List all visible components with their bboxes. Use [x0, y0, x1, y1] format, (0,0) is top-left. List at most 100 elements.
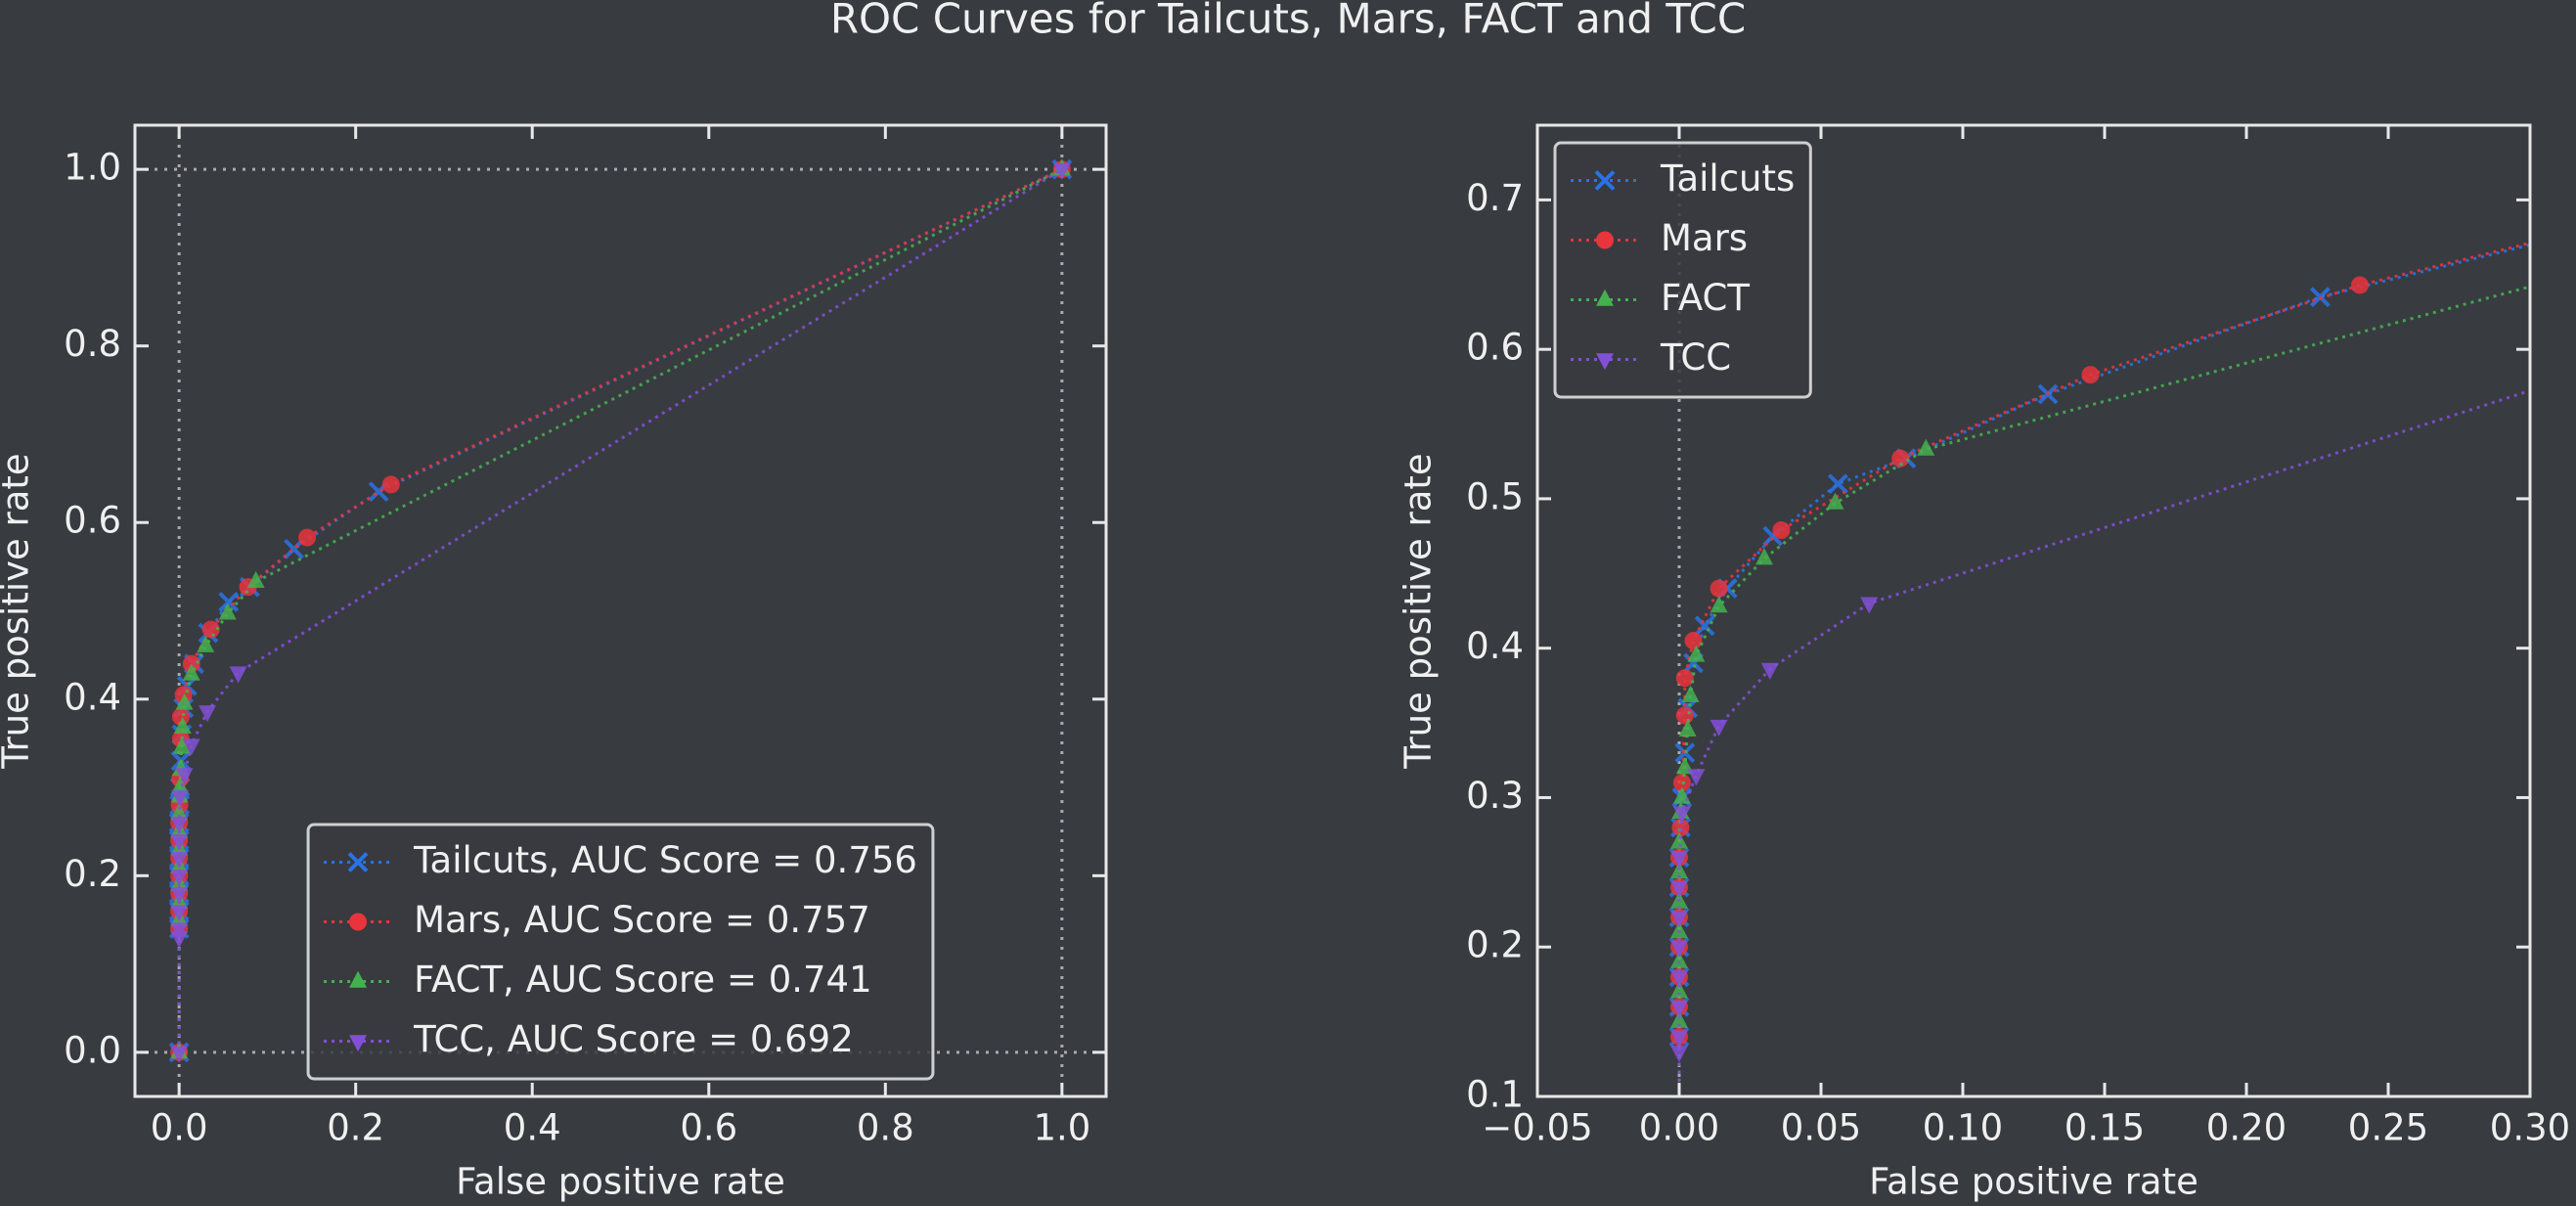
- data-point: [1827, 473, 1848, 495]
- series-line: [1677, 388, 2530, 1096]
- data-point: [171, 789, 190, 807]
- y-tick-label: 0.6: [64, 500, 121, 542]
- data-point: [298, 528, 317, 547]
- chart-panel: 0.0 0.2 0.4 0.6 0.8 1.0 0.0 0.2 0.4 0.6 0.8 1.0 Fals…: [0, 123, 1108, 1203]
- data-point: [199, 705, 217, 723]
- x-tick-label: 0.6: [680, 1107, 737, 1149]
- y-tick-label: 0.4: [1466, 625, 1524, 667]
- x-tick-label: 0.2: [327, 1107, 384, 1149]
- data-point: [1670, 921, 1688, 939]
- x-tick-label: 0.20: [2206, 1107, 2287, 1149]
- plot-area: [135, 125, 1106, 1096]
- data-point: [171, 777, 190, 794]
- data-point: [1678, 719, 1697, 737]
- legend-marker: [1596, 289, 1614, 306]
- x-tick-label: 0.05: [1781, 1107, 1861, 1149]
- x-tick-label: 0.00: [1639, 1107, 1719, 1149]
- axes-frame: [1535, 123, 2532, 1098]
- legend-marker: [1596, 353, 1614, 371]
- data-point: [381, 475, 400, 494]
- legend-marker: [1594, 170, 1616, 191]
- x-tick-label: 0.30: [2490, 1107, 2570, 1149]
- data-point: [1760, 662, 1779, 680]
- data-point: [1670, 981, 1688, 999]
- legend-label: Tailcuts, AUC Score = 0.756: [413, 839, 917, 881]
- data-point: [1670, 851, 1688, 869]
- data-point: [1826, 492, 1844, 510]
- data-point: [170, 870, 189, 887]
- data-point: [170, 922, 189, 940]
- legend-label: Tailcuts: [1660, 157, 1795, 200]
- data-point: [1710, 579, 1728, 598]
- data-point: [1052, 162, 1071, 180]
- data-point: [1670, 1001, 1688, 1018]
- data-point: [1670, 1045, 1688, 1062]
- chart-panel: −0.05 0.00 0.05 0.10 0.15 0.20 0.25 0.30 0.1 0.2 0…: [1398, 123, 2570, 1203]
- data-point: [1675, 669, 1694, 688]
- y-tick-label: 0.5: [1466, 475, 1524, 517]
- data-point: [170, 833, 189, 852]
- legend-marker: [1596, 231, 1614, 249]
- data-point: [173, 716, 192, 734]
- axes-frame: [133, 123, 1108, 1098]
- data-point: [218, 592, 240, 612]
- data-point: [170, 803, 189, 821]
- data-point: [1681, 685, 1700, 702]
- legend-box: [306, 823, 935, 1081]
- data-point: [1687, 645, 1706, 662]
- data-point: [1684, 632, 1703, 650]
- legend-marker: [349, 970, 368, 988]
- data-point: [175, 768, 194, 785]
- x-tick-label: 0.15: [2065, 1107, 2145, 1149]
- data-point: [1670, 940, 1688, 959]
- legend: Tailcuts Mars FACT TCC: [1553, 141, 1812, 399]
- legend-box: [1553, 141, 1812, 399]
- y-tick-label: 0.6: [1466, 327, 1524, 369]
- data-point: [229, 666, 247, 684]
- legend-label: TCC: [1660, 336, 1731, 379]
- data-point: [2081, 366, 2100, 384]
- data-point: [170, 1046, 189, 1063]
- data-point: [170, 851, 189, 870]
- data-point: [2351, 276, 2369, 294]
- x-axis-label: False positive rate: [1869, 1161, 2198, 1203]
- data-point: [182, 663, 200, 681]
- data-point: [1772, 521, 1791, 540]
- data-point: [1860, 597, 1879, 614]
- data-point: [1675, 706, 1694, 725]
- data-point: [1891, 449, 1910, 468]
- x-axis-label: False positive rate: [456, 1161, 785, 1203]
- data-point: [170, 905, 189, 922]
- data-point: [170, 816, 189, 833]
- legend-marker: [347, 852, 369, 872]
- data-point: [1710, 596, 1728, 613]
- data-point: [170, 931, 189, 949]
- x-tick-label: 0.10: [1923, 1107, 2003, 1149]
- y-axis-label: True positive rate: [1398, 453, 1440, 769]
- data-point: [172, 737, 191, 754]
- data-point: [1917, 438, 1935, 456]
- data-point: [1710, 719, 1728, 737]
- data-point: [197, 635, 215, 652]
- legend-label: FACT, AUC Score = 0.741: [414, 959, 872, 1001]
- x-tick-label: −0.05: [1482, 1107, 1592, 1149]
- y-tick-label: 1.0: [64, 147, 121, 189]
- data-point: [1694, 615, 1715, 637]
- data-point: [1670, 951, 1688, 968]
- data-point: [201, 620, 220, 639]
- data-point: [218, 603, 237, 620]
- y-axis-label: True positive rate: [0, 453, 37, 769]
- legend-label: Mars: [1661, 217, 1748, 259]
- figure-title: ROC Curves for Tailcuts, Mars, FACT and …: [830, 0, 1746, 43]
- y-tick-label: 0.1: [1466, 1074, 1524, 1116]
- x-tick-label: 1.0: [1033, 1107, 1090, 1149]
- data-point: [284, 538, 304, 559]
- data-point: [182, 738, 200, 756]
- data-point: [1670, 880, 1688, 898]
- data-point: [1755, 548, 1773, 565]
- x-tick-label: 0.8: [857, 1107, 914, 1149]
- y-tick-label: 0.4: [64, 676, 121, 718]
- legend-label: Mars, AUC Score = 0.757: [414, 899, 870, 941]
